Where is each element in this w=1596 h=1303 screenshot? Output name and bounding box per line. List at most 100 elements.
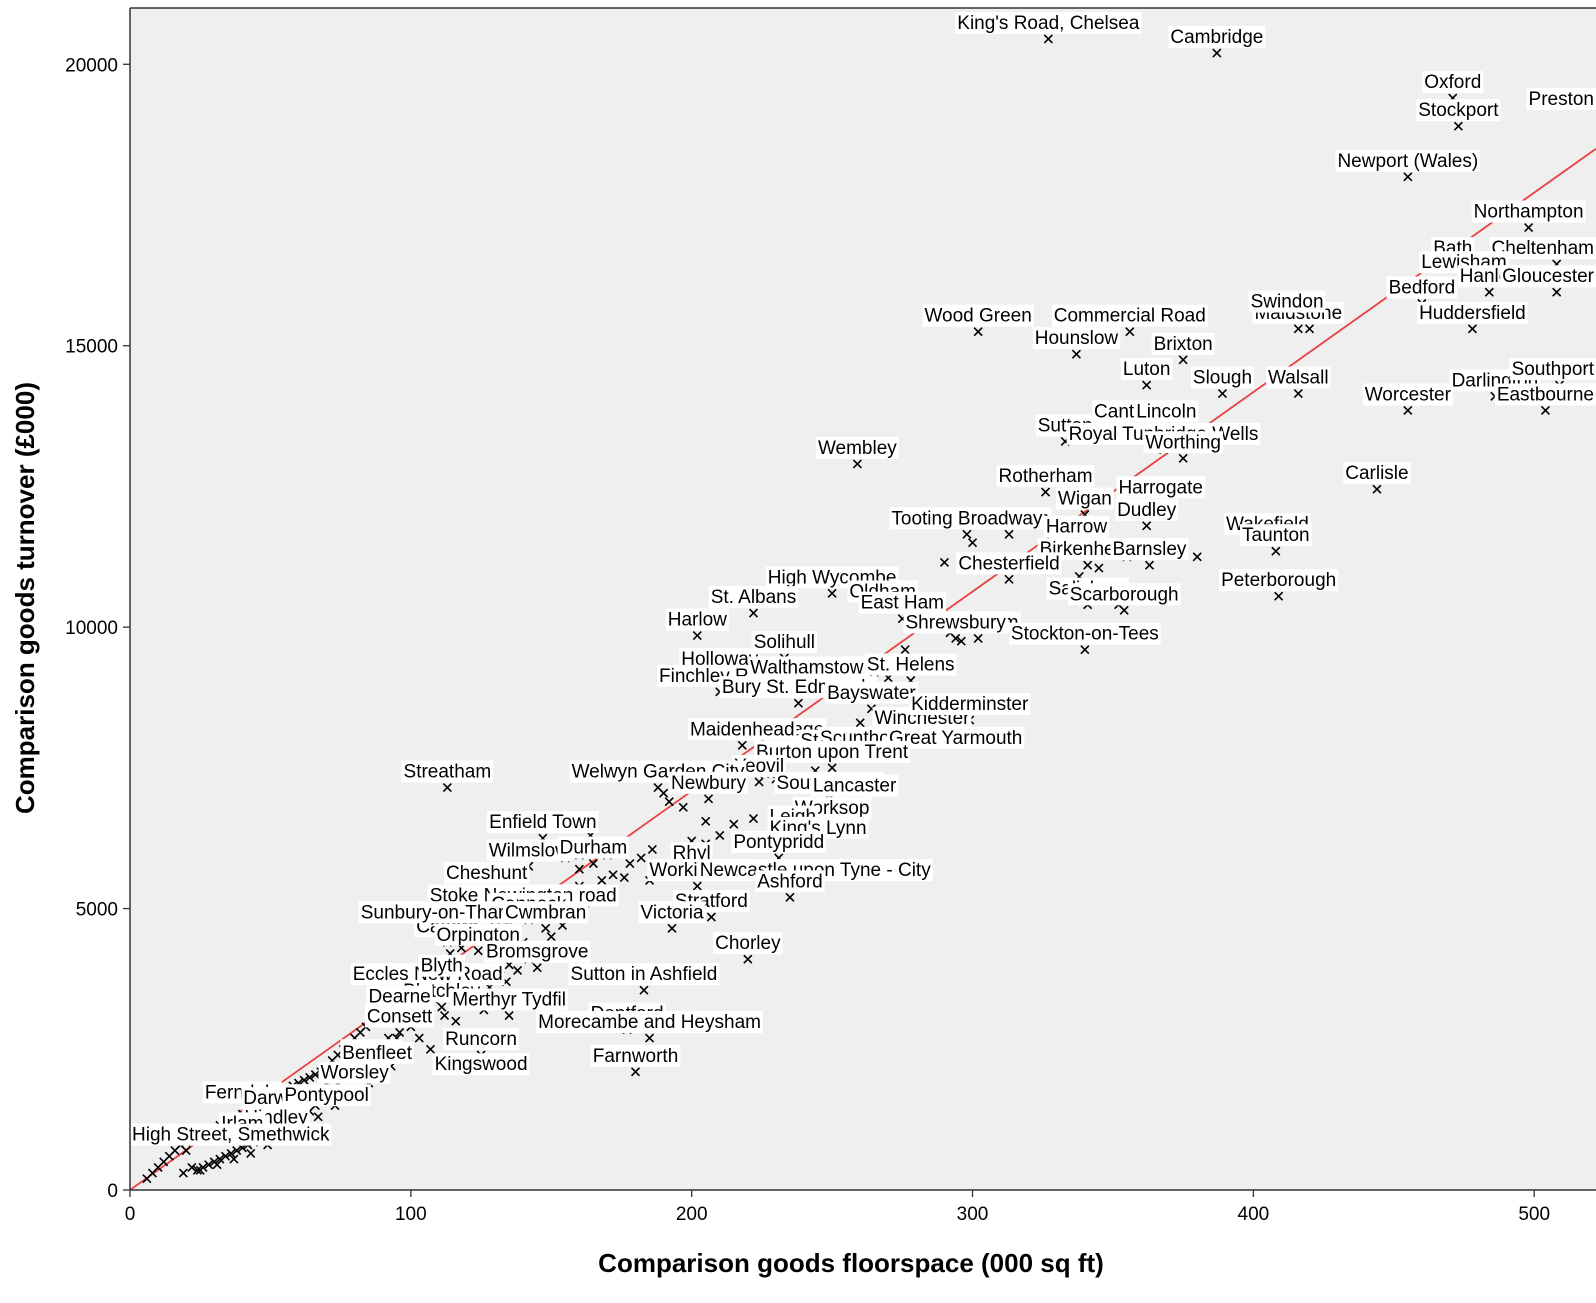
x-tick-label: 500 [1518,1204,1550,1225]
point-label: East Ham [861,593,944,614]
data-point [439,1010,450,1021]
data-point [692,631,702,641]
point-label: Walsall [1268,368,1329,389]
point-label: Southport [1512,359,1595,380]
point-label: Holloway [681,649,759,670]
point-label-bg [1343,462,1411,485]
point-label-bg [1494,383,1596,406]
point-label-bg [956,552,1062,575]
x-tick-label: 400 [1238,1204,1270,1225]
data-point [827,763,837,773]
point-label-bg [443,1027,519,1050]
point-label: King's Road, Chelsea [957,13,1140,34]
point-label-bg [282,1084,371,1107]
point-label: Morecambe and Heysham [538,1012,761,1033]
data-point [692,881,702,891]
x-tick-label: 200 [676,1204,708,1225]
point-label: Consett [367,1006,433,1027]
data-point [1217,388,1228,399]
point-label: Commercial Road [1054,306,1206,327]
data-point [142,1174,152,1184]
point-label-bg [1043,515,1110,538]
data-point [715,830,725,840]
y-tick-label: 10000 [65,618,118,639]
point-label-bg [669,771,749,794]
point-label: Taunton [1242,525,1310,546]
point-label-bg [432,1053,530,1076]
point-label-bg [1416,99,1501,122]
point-label-bg [1266,366,1331,389]
point-label-bg [1116,476,1205,499]
point-label-bg [1032,327,1121,350]
point-label-bg [318,1061,391,1084]
point-label-bg [909,693,1031,716]
point-label-bg [1008,622,1161,645]
data-point [1372,484,1382,494]
point-label: Burton upon Trent [756,742,909,763]
data-point [1142,380,1152,390]
point-label-bg [1422,71,1484,94]
data-point [1467,324,1477,334]
point-label-bg [1362,383,1453,406]
data-point [855,718,865,728]
data-point [1453,121,1463,131]
point-label: Cheshunt [446,863,528,884]
point-label-bg [886,726,1025,749]
data-point [1080,645,1090,655]
point-label-bg [502,901,589,924]
point-label-bg [1240,524,1312,547]
point-label: Barnsley [1112,539,1186,560]
point-label: Rhyl [673,843,711,864]
x-axis-title: Comparison goods floorspace (000 sq ft) [598,1248,1104,1278]
point-label: St. Helens [867,655,955,676]
point-label-bg [755,870,825,893]
data-point [1552,287,1562,297]
point-label: Wood Green [924,306,1031,327]
data-point [305,1072,315,1082]
point-label-bg [340,1041,415,1064]
data-point [1178,453,1188,463]
data-point [664,797,674,807]
point-label: Walthamstow [750,657,864,678]
point-label: Victoria [641,902,704,923]
point-label: Solihull [754,632,815,653]
data-point [178,1168,188,1178]
data-point [748,813,759,824]
data-point [215,1154,225,1164]
point-label-bg [708,586,799,609]
data-point [1043,34,1053,44]
point-label: Harrogate [1118,477,1203,498]
point-label-bg [1386,276,1458,299]
data-point [414,1033,424,1043]
data-point [962,529,972,539]
point-label-bg [1168,26,1266,49]
point-label-bg [364,1005,435,1028]
point-label: Cambridge [1170,27,1263,48]
point-label: Lancaster [813,776,897,797]
point-label-bg [810,774,899,797]
data-point [246,1148,256,1158]
point-label-bg [487,811,599,834]
point-label: Yeovil [734,756,784,777]
data-point [644,1033,655,1043]
point-label-bg [1526,87,1596,110]
data-point [425,1044,436,1054]
data-point [608,870,618,880]
data-point [754,777,764,787]
point-label-bg [751,631,817,654]
data-point [232,1146,242,1156]
data-point [1004,574,1014,584]
data-point [437,1002,447,1012]
data-point [299,1075,309,1085]
data-point [1125,327,1135,337]
data-point [827,588,837,598]
point-label-bg [679,647,761,670]
data-point [574,864,584,874]
data-point [729,819,739,829]
data-point [973,327,983,337]
point-label-bg [1335,149,1481,172]
point-label: Runcorn [445,1029,517,1050]
data-point [706,912,716,922]
